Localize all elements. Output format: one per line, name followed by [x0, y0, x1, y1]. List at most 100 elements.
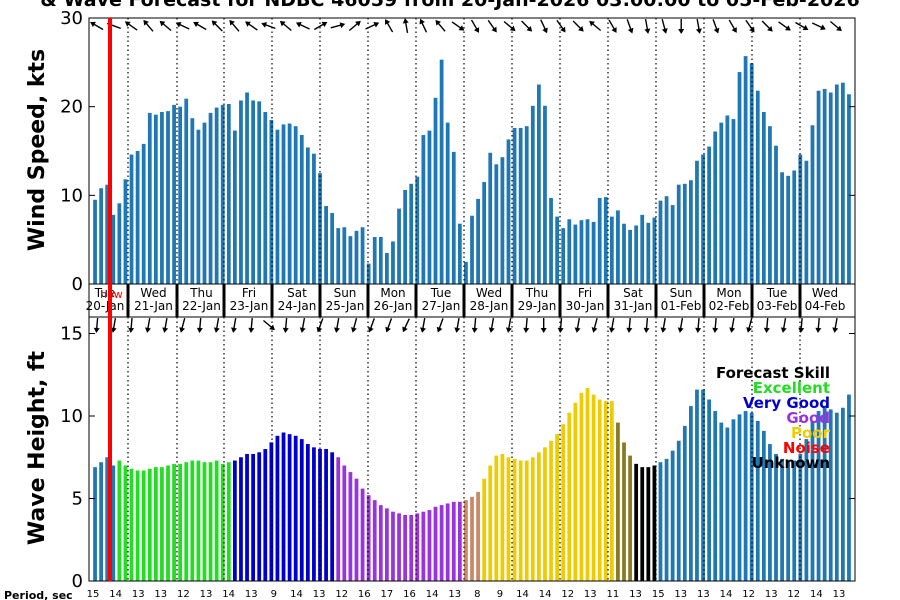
bar: [403, 515, 408, 581]
bar: [153, 114, 158, 285]
legend-title: Forecast Skill: [716, 364, 830, 382]
bar: [518, 460, 523, 581]
bar: [257, 452, 262, 581]
direction-arrow: [420, 317, 426, 333]
ytick-label: 15: [60, 324, 83, 345]
bar: [324, 205, 328, 284]
bar: [658, 462, 663, 581]
bar: [816, 90, 821, 285]
direction-arrow: [145, 317, 151, 333]
direction-arrow: [728, 19, 737, 33]
direction-arrow: [110, 317, 117, 333]
direction-arrow: [124, 21, 138, 31]
direction-arrow: [778, 21, 791, 31]
period-value: 14: [720, 589, 733, 600]
bar: [233, 460, 237, 581]
day-date: 25-Jan: [326, 299, 365, 313]
period-row: 15 14 13 13 12 13 14 13 9 14 13 12 16 17 16 14 13 8 9 14 14 1…: [87, 589, 846, 600]
bar: [585, 219, 590, 284]
bar: [731, 419, 736, 581]
day-of-week: Thu: [189, 286, 213, 300]
period-value: 9: [271, 589, 277, 600]
bar: [409, 515, 414, 581]
bar: [500, 453, 505, 581]
bar: [707, 399, 712, 581]
bar: [293, 435, 298, 581]
bar: [354, 230, 359, 284]
bar: [366, 495, 371, 581]
wave-yticks: 0 5 10 15: [60, 324, 855, 592]
period-label: Period, sec: [4, 589, 73, 600]
direction-arrow: [159, 20, 172, 32]
day-of-week: Sun: [670, 286, 693, 300]
bar: [421, 135, 426, 284]
bar: [786, 175, 791, 284]
direction-arrow: [660, 317, 667, 333]
direction-arrow: [385, 19, 394, 33]
direction-arrow: [832, 317, 839, 333]
direction-arrow: [626, 19, 634, 34]
bar: [427, 510, 432, 581]
bar: [226, 104, 231, 284]
bar: [445, 503, 450, 581]
bar: [93, 467, 97, 581]
direction-arrow: [211, 20, 223, 32]
bar: [749, 412, 754, 581]
legend-entry: Unknown: [752, 454, 830, 472]
bar: [160, 467, 164, 581]
wind-panel: Wind Speed, kts 0 10 20 30: [25, 8, 856, 295]
bar: [220, 104, 225, 284]
day-date: 21-Jan: [134, 299, 173, 313]
direction-arrow: [262, 319, 275, 331]
direction-arrow: [695, 18, 702, 34]
period-value: 14: [222, 589, 235, 600]
bar: [488, 152, 493, 284]
bar: [573, 402, 578, 581]
wave-panel: Wave Height, ft 0 5 10 15 Forecast SkillExc…: [25, 316, 856, 592]
bar: [689, 180, 693, 284]
direction-arrow: [229, 19, 240, 32]
bar: [251, 453, 256, 581]
bar: [330, 452, 335, 581]
bar: [670, 450, 675, 581]
day-label-strip: Tue20-JanWed21-JanThu22-JanFri23-JanSat2…: [86, 283, 856, 318]
wind-yticks: 0 10 20 30: [60, 8, 855, 295]
direction-arrow: [763, 317, 770, 333]
bar: [597, 399, 602, 581]
day-date: 23-Jan: [230, 299, 269, 313]
bar: [415, 513, 420, 581]
legend-entry: Good: [786, 409, 830, 427]
bar: [573, 224, 578, 284]
bar: [810, 420, 815, 581]
day-strip-bg: [88, 283, 856, 318]
period-value: 11: [607, 589, 620, 600]
bar: [658, 200, 663, 284]
direction-arrow: [143, 19, 154, 32]
direction-arrow: [644, 18, 651, 34]
bar: [372, 237, 377, 284]
direction-arrow: [746, 318, 753, 333]
direction-arrow: [162, 317, 169, 333]
period-value: 15: [652, 589, 665, 600]
bar: [476, 198, 480, 284]
direction-arrow: [248, 317, 255, 333]
bar: [105, 184, 110, 284]
bar: [725, 427, 730, 581]
ytick-label: 5: [72, 489, 83, 510]
bar: [147, 112, 152, 285]
day-separator: [606, 284, 610, 317]
period-value: 13: [674, 589, 687, 600]
bar: [129, 468, 134, 581]
bar: [549, 440, 553, 581]
bar: [397, 513, 401, 581]
legend-entry: Poor: [791, 424, 831, 442]
direction-arrow: [556, 19, 566, 33]
wave-arrows: [93, 317, 839, 333]
bar: [816, 411, 821, 581]
day-of-week: Fri: [578, 286, 592, 300]
direction-arrow: [712, 317, 719, 333]
period-value: 13: [765, 589, 778, 600]
bar: [354, 478, 359, 581]
bar: [804, 439, 809, 581]
